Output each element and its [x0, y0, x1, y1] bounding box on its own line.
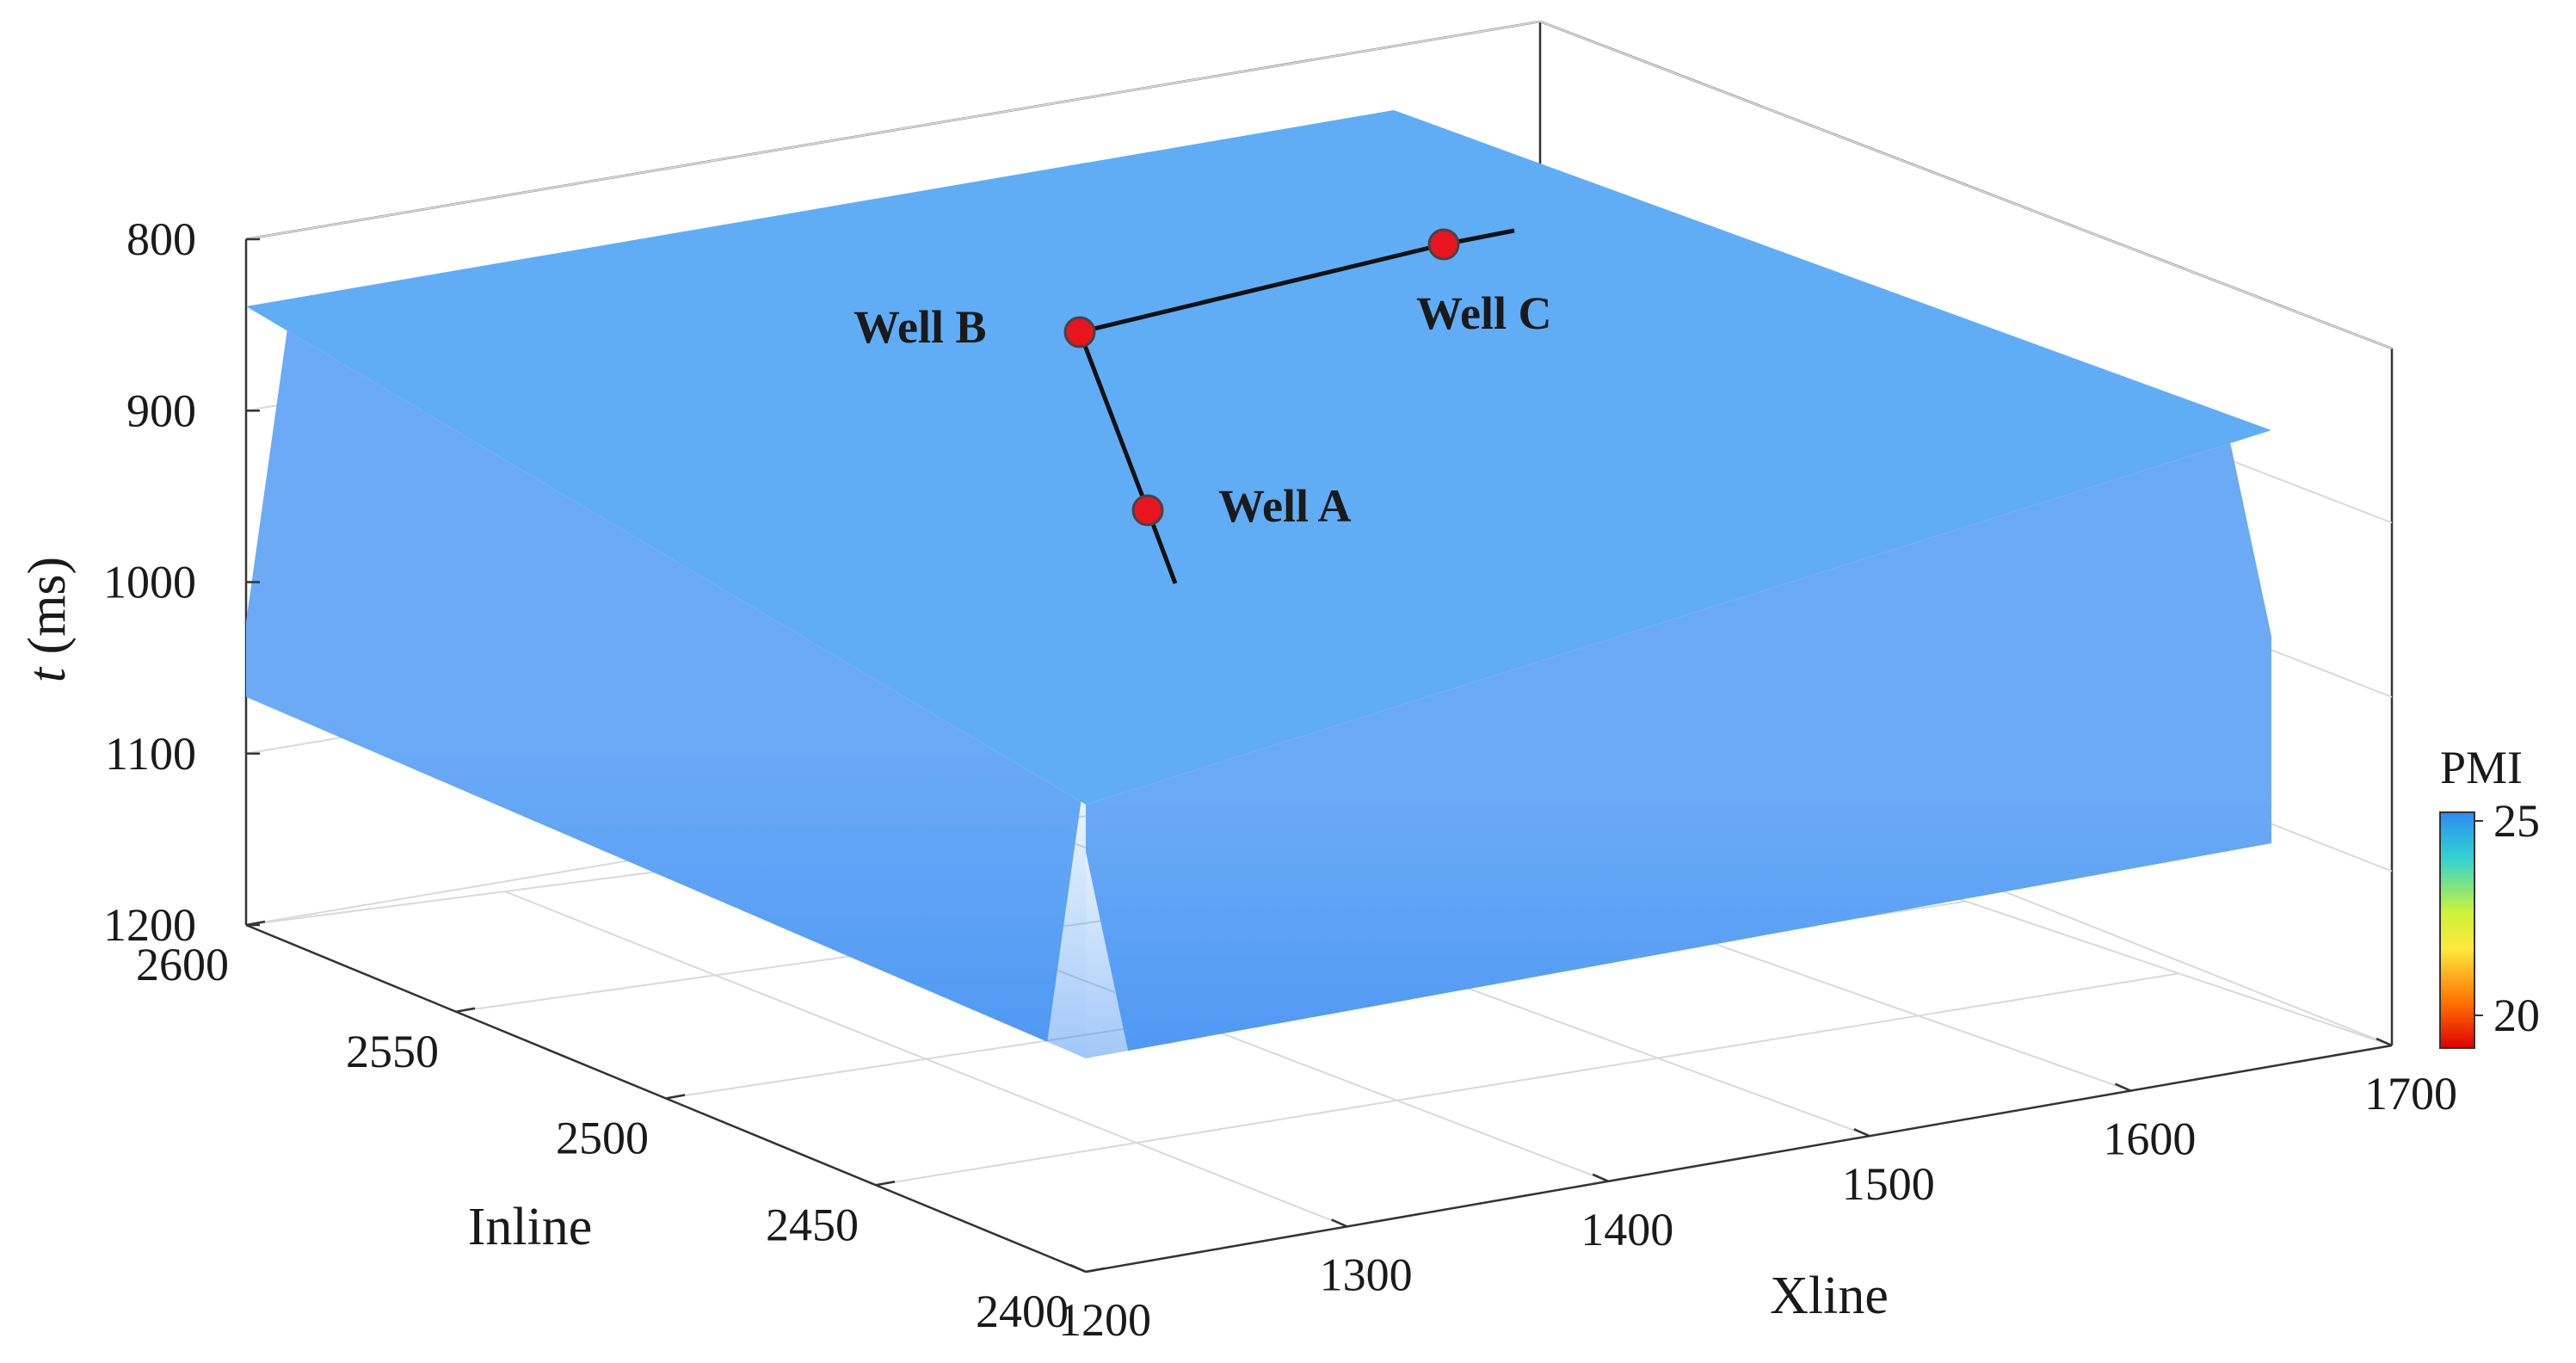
xline-tick-label: 1300	[1320, 1249, 1413, 1300]
well-c-label: Well C	[1416, 287, 1552, 339]
xline-tick-label: 1400	[1581, 1204, 1673, 1255]
well-c-marker	[1427, 228, 1460, 261]
xline-tick-label: 1600	[2103, 1113, 2196, 1165]
inline-axis-title: Inline	[468, 1198, 593, 1256]
xline-tick-mark	[2114, 1082, 2131, 1092]
t-tick-label: 1200	[103, 899, 196, 951]
xline-tick-mark	[1592, 1173, 1609, 1182]
colorbar-title: PMI	[2440, 742, 2523, 793]
well-a-label: Well A	[1218, 480, 1352, 532]
xline-tick-label: 1500	[1842, 1158, 1935, 1210]
well-paths: Well A Well B Well C	[854, 228, 1552, 584]
t-tick-label: 1100	[105, 728, 196, 780]
inline-tick-mark	[665, 1094, 686, 1100]
xline-tick-label: 1200	[1058, 1294, 1151, 1346]
inline-tick-mark	[1085, 1267, 1106, 1274]
inline-tick-label: 2550	[346, 1026, 439, 1077]
well-b-label: Well B	[854, 301, 987, 353]
xline-tick-mark	[2376, 1037, 2393, 1047]
grid-line-t-back-left	[245, 21, 1541, 240]
inline-tick-label: 2600	[136, 939, 229, 990]
inline-tick-label: 2450	[766, 1199, 859, 1250]
xline-tick-mark	[1331, 1218, 1348, 1228]
t-axis-title-unit: (ms)	[18, 557, 77, 668]
t-axis-title: t (ms)	[18, 557, 77, 682]
grid-line-xline	[504, 891, 1347, 1228]
grid-line-t-back-right	[1539, 21, 2393, 349]
colorbar-tick-label-min: 20	[2493, 990, 2540, 1041]
t-tick-label: 800	[126, 213, 196, 265]
seismic-volume	[246, 110, 2271, 1058]
colorbar: PMI 25 20	[2439, 742, 2540, 1049]
t-tick-label: 900	[126, 385, 196, 436]
well-a-marker	[1131, 494, 1164, 527]
well-b-marker	[1063, 316, 1096, 348]
inline-tick-label: 2500	[556, 1113, 649, 1164]
axis-ticks: 8009001000110012002600255025002450240012…	[103, 213, 2457, 1346]
colorbar-scale	[2439, 811, 2475, 1049]
xline-tick-label: 1700	[2364, 1068, 2457, 1119]
inline-tick-mark	[245, 920, 266, 927]
t-tick-label: 1000	[103, 557, 196, 608]
grid-line-inline	[875, 972, 2179, 1187]
inline-tick-mark	[875, 1181, 896, 1187]
t-axis-title-var: t	[18, 666, 77, 682]
xline-axis-title: Xline	[1770, 1267, 1889, 1325]
inline-tick-mark	[455, 1007, 476, 1013]
colorbar-tick-label-max: 25	[2493, 795, 2540, 847]
xline-tick-mark	[1853, 1128, 1870, 1138]
xline-tick-mark	[1069, 1263, 1087, 1274]
inline-tick-label: 2400	[976, 1286, 1069, 1337]
